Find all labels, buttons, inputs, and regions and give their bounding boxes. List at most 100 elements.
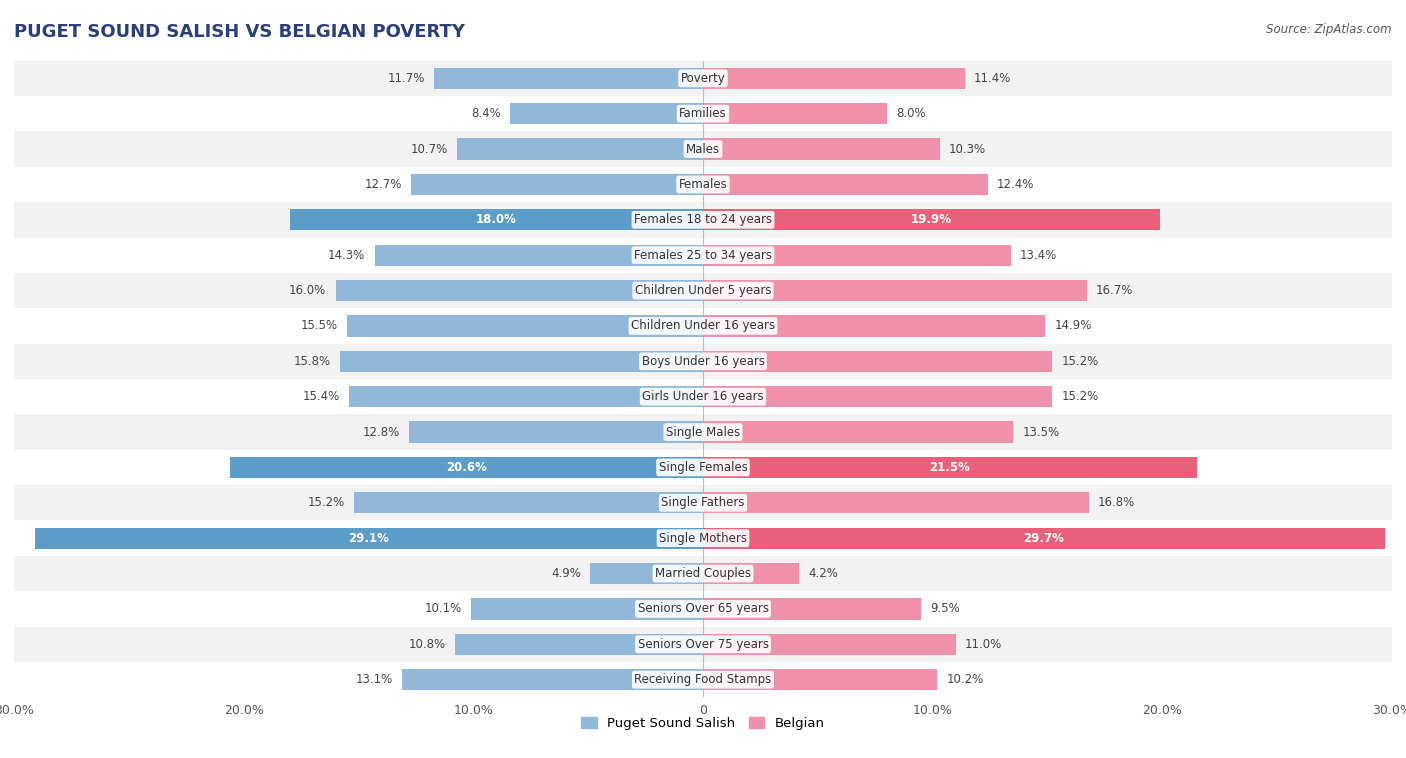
Bar <box>14 343 1392 379</box>
Bar <box>703 598 921 619</box>
Bar <box>703 669 938 691</box>
Text: Single Males: Single Males <box>666 425 740 439</box>
Text: 11.4%: 11.4% <box>974 72 1011 85</box>
Text: 19.9%: 19.9% <box>911 213 952 227</box>
Text: 29.1%: 29.1% <box>349 531 389 545</box>
Text: 15.8%: 15.8% <box>294 355 330 368</box>
Bar <box>703 209 1160 230</box>
Text: 8.0%: 8.0% <box>896 107 925 121</box>
Text: 14.3%: 14.3% <box>328 249 366 262</box>
Bar <box>14 379 1392 415</box>
Bar <box>703 139 939 160</box>
Legend: Puget Sound Salish, Belgian: Puget Sound Salish, Belgian <box>575 711 831 735</box>
Bar <box>14 167 1392 202</box>
Text: 15.2%: 15.2% <box>1062 390 1098 403</box>
Text: Males: Males <box>686 143 720 155</box>
Bar <box>703 280 1087 301</box>
Bar <box>14 96 1392 131</box>
Text: 16.7%: 16.7% <box>1095 284 1133 297</box>
Bar <box>14 202 1392 237</box>
Bar <box>703 528 1385 549</box>
Text: 10.7%: 10.7% <box>411 143 449 155</box>
Bar <box>703 421 1012 443</box>
Text: Families: Families <box>679 107 727 121</box>
Text: 13.1%: 13.1% <box>356 673 392 686</box>
Text: Source: ZipAtlas.com: Source: ZipAtlas.com <box>1267 23 1392 36</box>
Bar <box>374 245 703 266</box>
Bar <box>703 67 965 89</box>
Bar <box>510 103 703 124</box>
Text: 15.4%: 15.4% <box>302 390 340 403</box>
Bar <box>14 309 1392 343</box>
Bar <box>456 634 703 655</box>
Text: 21.5%: 21.5% <box>929 461 970 474</box>
Text: 10.1%: 10.1% <box>425 603 461 615</box>
Text: Girls Under 16 years: Girls Under 16 years <box>643 390 763 403</box>
Bar <box>703 174 988 195</box>
Bar <box>340 351 703 372</box>
Bar <box>402 669 703 691</box>
Bar <box>703 315 1045 337</box>
Bar <box>409 421 703 443</box>
Text: Females: Females <box>679 178 727 191</box>
Text: 10.8%: 10.8% <box>409 637 446 651</box>
Text: 13.5%: 13.5% <box>1022 425 1059 439</box>
Bar <box>412 174 703 195</box>
Bar <box>703 103 887 124</box>
Text: Married Couples: Married Couples <box>655 567 751 580</box>
Text: 16.8%: 16.8% <box>1098 496 1135 509</box>
Bar <box>703 245 1011 266</box>
Text: Poverty: Poverty <box>681 72 725 85</box>
Text: Seniors Over 75 years: Seniors Over 75 years <box>637 637 769 651</box>
Text: Single Fathers: Single Fathers <box>661 496 745 509</box>
Bar <box>14 662 1392 697</box>
Bar <box>336 280 703 301</box>
Bar <box>14 61 1392 96</box>
Bar <box>591 563 703 584</box>
Text: 29.7%: 29.7% <box>1024 531 1064 545</box>
Text: 20.6%: 20.6% <box>446 461 486 474</box>
Text: Boys Under 16 years: Boys Under 16 years <box>641 355 765 368</box>
Bar <box>471 598 703 619</box>
Bar <box>14 273 1392 309</box>
Text: Receiving Food Stamps: Receiving Food Stamps <box>634 673 772 686</box>
Bar <box>14 415 1392 449</box>
Bar <box>35 528 703 549</box>
Bar <box>703 563 800 584</box>
Bar <box>14 485 1392 521</box>
Bar <box>14 591 1392 627</box>
Text: 8.4%: 8.4% <box>471 107 501 121</box>
Bar <box>703 386 1052 407</box>
Bar <box>231 457 703 478</box>
Bar <box>14 449 1392 485</box>
Bar <box>434 67 703 89</box>
Text: 12.4%: 12.4% <box>997 178 1035 191</box>
Text: 11.0%: 11.0% <box>965 637 1002 651</box>
Text: 15.5%: 15.5% <box>301 319 337 333</box>
Text: Single Females: Single Females <box>658 461 748 474</box>
Bar <box>703 351 1052 372</box>
Bar <box>14 521 1392 556</box>
Bar <box>14 131 1392 167</box>
Text: 13.4%: 13.4% <box>1019 249 1057 262</box>
Text: Children Under 5 years: Children Under 5 years <box>634 284 772 297</box>
Text: PUGET SOUND SALISH VS BELGIAN POVERTY: PUGET SOUND SALISH VS BELGIAN POVERTY <box>14 23 465 41</box>
Bar <box>14 627 1392 662</box>
Text: 12.7%: 12.7% <box>364 178 402 191</box>
Text: 10.2%: 10.2% <box>946 673 984 686</box>
Bar <box>14 556 1392 591</box>
Text: Single Mothers: Single Mothers <box>659 531 747 545</box>
Text: 18.0%: 18.0% <box>475 213 517 227</box>
Text: Females 18 to 24 years: Females 18 to 24 years <box>634 213 772 227</box>
Bar <box>703 492 1088 513</box>
Bar <box>349 386 703 407</box>
Text: 9.5%: 9.5% <box>931 603 960 615</box>
Text: Seniors Over 65 years: Seniors Over 65 years <box>637 603 769 615</box>
Text: 4.2%: 4.2% <box>808 567 838 580</box>
Text: 11.7%: 11.7% <box>388 72 425 85</box>
Text: 15.2%: 15.2% <box>1062 355 1098 368</box>
Text: 10.3%: 10.3% <box>949 143 986 155</box>
Text: 16.0%: 16.0% <box>290 284 326 297</box>
Bar <box>354 492 703 513</box>
Text: 15.2%: 15.2% <box>308 496 344 509</box>
